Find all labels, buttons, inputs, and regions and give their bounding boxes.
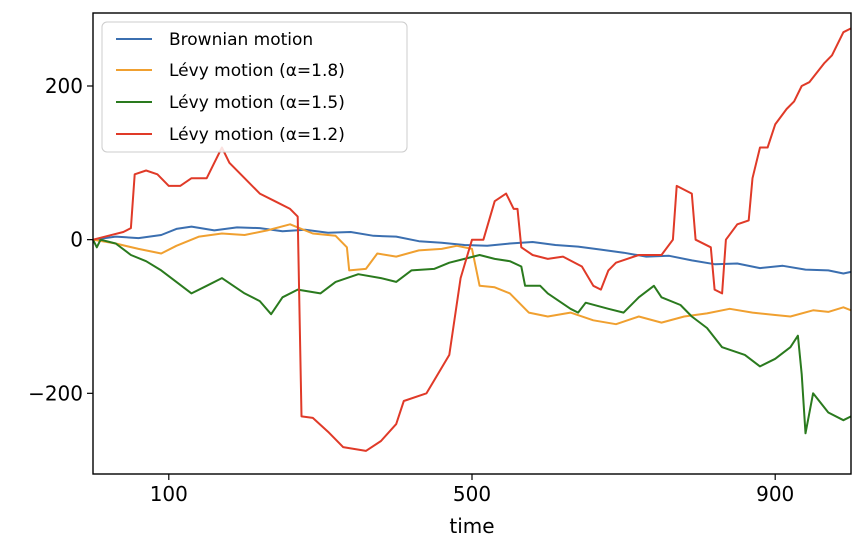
x-tick-label-1: 500 <box>453 482 491 506</box>
series-line-3 <box>92 27 852 452</box>
legend-label-levy-1-5: Lévy motion (α=1.5) <box>169 93 345 113</box>
legend-label-levy-1-2: Lévy motion (α=1.2) <box>169 125 345 145</box>
series-line-1 <box>92 223 852 326</box>
x-tick-label-2: 900 <box>756 482 794 506</box>
legend-box <box>101 21 408 153</box>
legend-label-brownian: Brownian motion <box>169 30 313 50</box>
y-tick-label-0: 200 <box>45 74 83 98</box>
y-tick-label-2: −200 <box>28 381 83 405</box>
y-tick-label-1: 0 <box>70 228 83 252</box>
series-layer <box>92 27 852 452</box>
legend-label-levy-1-8: Lévy motion (α=1.8) <box>169 61 345 81</box>
series-line-2 <box>92 238 852 435</box>
x-tick-label-0: 100 <box>150 482 188 506</box>
x-axis-label: time <box>449 514 494 538</box>
series-line-0 <box>92 225 852 275</box>
axis-ticks: 100 500 900 200 0 −200 <box>28 74 794 506</box>
legend: Brownian motion Lévy motion (α=1.8) Lévy… <box>101 21 408 153</box>
